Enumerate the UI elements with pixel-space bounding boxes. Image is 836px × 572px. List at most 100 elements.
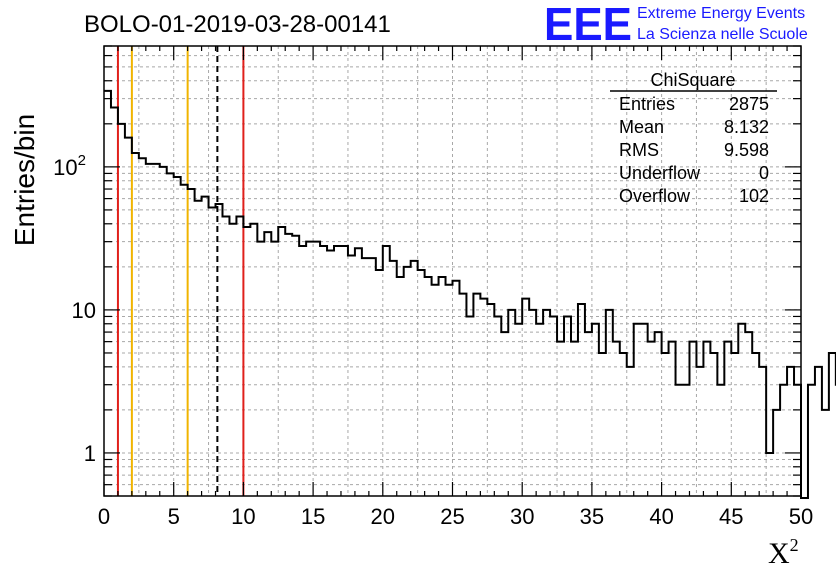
histogram-bin — [446, 285, 453, 496]
histogram-bin — [634, 324, 641, 496]
histogram-bin — [620, 353, 627, 496]
histogram-bin — [676, 385, 683, 496]
x-tick-label: 50 — [789, 504, 813, 529]
histogram-bin — [829, 353, 836, 496]
histogram-bin — [724, 342, 731, 496]
stats-row-label: Entries — [619, 94, 675, 114]
histogram-bin — [306, 242, 313, 496]
chart-title: BOLO-01-2019-03-28-00141 — [84, 11, 391, 38]
histogram-bin — [599, 353, 606, 496]
histogram-bin — [432, 285, 439, 496]
histogram-bin — [480, 299, 487, 496]
stats-row-label: Underflow — [619, 163, 701, 183]
histogram-bin — [341, 246, 348, 496]
histogram-bin — [745, 332, 752, 496]
y-tick-label: 10 — [72, 298, 96, 323]
histogram-bin — [543, 310, 550, 496]
stats-row-label: Mean — [619, 117, 664, 137]
histogram-bin — [703, 342, 710, 496]
histogram-bin — [592, 324, 599, 496]
x-axis-label-superscript: 2 — [790, 535, 799, 555]
x-tick-label: 5 — [168, 504, 180, 529]
histogram-bin — [696, 367, 703, 496]
histogram-bin — [780, 385, 787, 496]
histogram-bin — [494, 316, 501, 496]
histogram-bin — [404, 267, 411, 496]
histogram-bin — [822, 410, 829, 496]
x-tick-label: 10 — [231, 504, 255, 529]
histogram-bins — [104, 89, 836, 499]
histogram-bin — [522, 299, 529, 496]
histogram-bin — [383, 246, 390, 496]
stats-row-value: 9.598 — [724, 140, 769, 160]
histogram-bin — [557, 342, 564, 496]
histogram-bin — [181, 185, 188, 496]
histogram-bin — [397, 277, 404, 496]
histogram-bin — [752, 353, 759, 496]
histogram-bin — [139, 158, 146, 496]
histogram-bin — [216, 204, 223, 496]
x-tick-label: 15 — [301, 504, 325, 529]
histogram-bin — [731, 353, 738, 496]
logo-mark: EEE — [544, 0, 632, 50]
histogram-bin — [655, 332, 662, 496]
histogram-bin — [529, 310, 536, 496]
histogram-bin — [362, 258, 369, 496]
histogram-step-line — [104, 89, 836, 499]
histogram-bin — [278, 227, 285, 496]
histogram-bin — [292, 236, 299, 496]
stats-row-label: RMS — [619, 140, 659, 160]
histogram-bin — [453, 281, 460, 496]
histogram-bin — [355, 248, 362, 496]
stats-title: ChiSquare — [650, 70, 735, 90]
histogram-bin — [222, 216, 229, 496]
histogram-bin — [501, 332, 508, 496]
histogram-bin — [613, 342, 620, 496]
histogram-bin — [202, 197, 209, 496]
stats-row-label: Overflow — [619, 186, 691, 206]
x-tick-label: 0 — [98, 504, 110, 529]
histogram-bin — [153, 164, 160, 496]
histogram-bin — [250, 224, 257, 496]
stats-rows: Entries 2875 Mean 8.132 RMS 9.598 Underflow 0 Ov… — [619, 94, 769, 206]
histogram-bin — [243, 227, 250, 496]
histogram-bin — [209, 207, 216, 496]
x-tick-label: 40 — [649, 504, 673, 529]
histogram-bin — [188, 189, 195, 496]
histogram-bin — [466, 316, 473, 496]
histogram-bin — [787, 367, 794, 496]
histogram-bin — [759, 367, 766, 496]
histogram-bin — [738, 324, 745, 496]
histogram-bin — [376, 270, 383, 496]
stats-row-value: 8.132 — [724, 117, 769, 137]
histogram-bin — [641, 324, 648, 496]
histogram-bin — [773, 410, 780, 496]
y-axis-label: Entries/bin — [9, 114, 40, 246]
histogram-bin — [174, 177, 181, 496]
histogram-bin — [264, 232, 271, 496]
histogram-bin — [766, 453, 773, 496]
histogram-bin — [271, 242, 278, 496]
histogram-bin — [236, 216, 243, 496]
x-axis-label: X2 — [768, 535, 799, 570]
histogram-bin — [585, 332, 592, 496]
histogram-bin — [606, 310, 613, 496]
x-tick-label: 30 — [510, 504, 534, 529]
stats-row-value: 2875 — [729, 94, 769, 114]
histogram-bin — [536, 324, 543, 496]
stats-row-value: 0 — [759, 163, 769, 183]
histogram-bin — [578, 304, 585, 496]
logo-line2: La Scienza nelle Scuole — [637, 26, 808, 43]
histogram-bin — [327, 251, 334, 496]
x-axis-ticks: 0 5 10 15 20 25 30 35 40 45 50 — [98, 46, 813, 529]
histogram-bin — [167, 173, 174, 496]
y-tick-label: 1 — [84, 441, 96, 466]
histogram-bin — [815, 367, 822, 496]
histogram-bin — [411, 261, 418, 496]
histogram-bin — [710, 353, 717, 496]
histogram-bin — [418, 270, 425, 496]
histogram-bin — [515, 324, 522, 496]
histogram-bin — [487, 304, 494, 496]
x-axis-label-base: X — [768, 537, 790, 570]
histogram-bin — [257, 242, 264, 496]
